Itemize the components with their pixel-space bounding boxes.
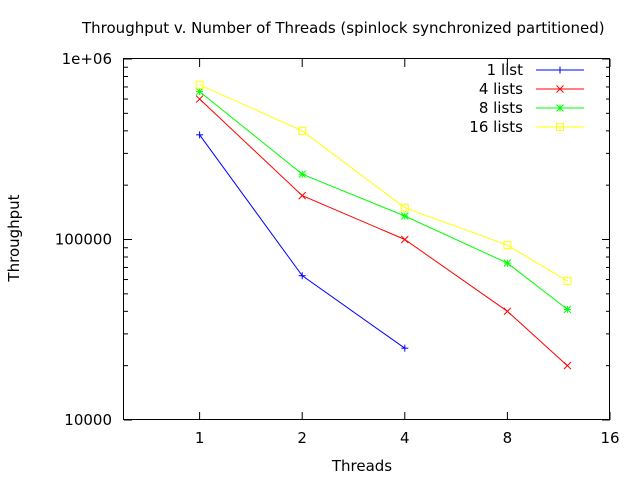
chart-title: Throughput v. Number of Threads (spinloc… — [81, 19, 605, 37]
axes: 1 2 4 8 16 10000 100000 1e+06 — [55, 50, 620, 447]
x-tick-label: 2 — [297, 429, 307, 447]
x-tick-label: 1 — [195, 429, 205, 447]
legend-marker — [556, 104, 564, 112]
data-point — [400, 203, 409, 212]
legend-label: 4 lists — [479, 80, 523, 98]
legend-label: 16 lists — [469, 118, 523, 136]
series-line-4 — [199, 84, 568, 282]
x-tick-label: 4 — [400, 429, 410, 447]
legend-label: 8 lists — [479, 99, 523, 117]
legend-label: 1 list — [487, 61, 523, 79]
data-point — [195, 87, 204, 96]
data-point — [401, 344, 409, 352]
data-point — [563, 361, 572, 370]
data-point — [503, 241, 512, 250]
data-point — [503, 259, 512, 267]
data-point — [195, 80, 204, 89]
x-tick-label: 8 — [503, 429, 513, 447]
y-tick-label: 100000 — [55, 231, 112, 249]
legend-marker — [556, 85, 564, 93]
data-point — [400, 235, 409, 244]
data-point — [298, 191, 307, 200]
y-tick-label: 10000 — [64, 411, 112, 429]
y-tick-label: 1e+06 — [62, 50, 112, 68]
data-point — [195, 95, 204, 103]
data-point — [400, 212, 409, 220]
data-point — [298, 126, 307, 135]
data-point — [503, 307, 512, 316]
data-point — [298, 170, 307, 179]
data-point — [563, 305, 572, 314]
x-axis-label: Threads — [331, 457, 392, 475]
data-point — [298, 272, 306, 280]
legend-marker — [556, 123, 564, 131]
series-group — [195, 80, 572, 370]
legend-marker — [556, 66, 564, 74]
x-tick-label: 16 — [600, 429, 619, 447]
y-axis-label: Throughput — [5, 194, 23, 282]
data-point — [563, 276, 572, 285]
data-point — [196, 131, 204, 139]
